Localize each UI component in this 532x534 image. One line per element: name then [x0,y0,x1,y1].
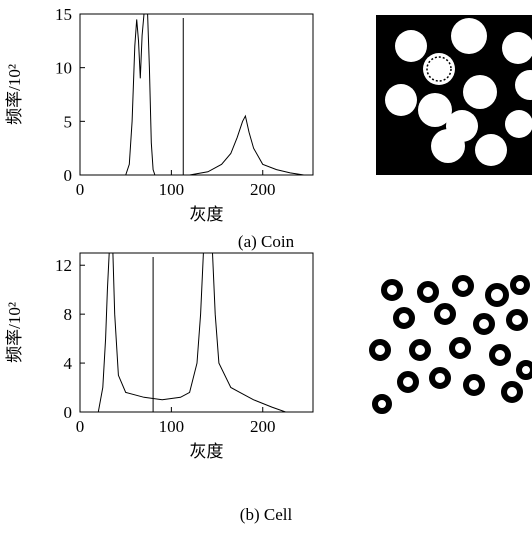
x-tick-label: 200 [250,417,276,436]
x-tick-label: 0 [76,417,85,436]
y-tick-label: 0 [64,403,73,422]
x-tick-label: 100 [159,417,185,436]
histogram-line [80,14,313,175]
y-tick-label: 8 [64,305,73,324]
cell-image [372,278,532,411]
x-tick-label: 200 [250,180,276,199]
y-axis-label: 频率/10² [5,64,24,125]
histogram-line [80,253,313,412]
y-tick-label: 15 [55,5,72,24]
y-tick-label: 4 [64,354,73,373]
x-axis-label: 灰度 [190,205,224,224]
y-tick-label: 12 [55,256,72,275]
x-tick-label: 100 [159,180,185,199]
x-tick-label: 0 [76,180,85,199]
plot-frame [80,253,313,412]
y-tick-label: 5 [64,112,73,131]
caption: (a) Coin [238,232,295,251]
plot-frame [80,14,313,175]
y-tick-label: 10 [55,59,72,78]
y-axis-label: 频率/10² [5,302,24,363]
caption: (b) Cell [240,505,293,524]
coin-image [376,15,532,175]
figure: 0510150100200灰度频率/10²(a) Coin04812010020… [0,0,532,529]
x-axis-label: 灰度 [190,442,224,461]
y-tick-label: 0 [64,166,73,185]
